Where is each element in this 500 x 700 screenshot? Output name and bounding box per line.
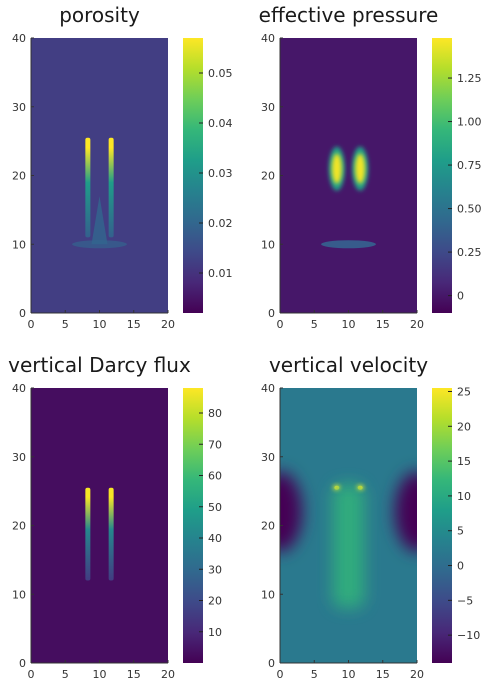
x-tick-label: 5 — [62, 668, 69, 681]
heatmap-feature-side-low — [395, 471, 417, 552]
heatmap-feature-vertical-streak — [85, 487, 91, 581]
panel-4: vertical velocity 0 5 10 15 20 0 10 20 30 40 −10 −5 0… — [261, 353, 480, 681]
y-tick-label: 30 — [12, 101, 26, 114]
heatmap-background — [31, 388, 168, 663]
y-tick-label: 20 — [261, 520, 275, 533]
y-tick-label: 30 — [12, 451, 26, 464]
heatmap-feature-blob — [331, 153, 342, 184]
chart-title: effective pressure — [259, 3, 439, 27]
y-tick-label: 0 — [268, 657, 275, 670]
heatmap-feature-vertical-streak — [108, 137, 114, 238]
heatmap-field — [31, 388, 168, 663]
y-tick-label: 40 — [261, 382, 275, 395]
x-tick-label: 20 — [410, 668, 424, 681]
colorbar-tick-label: −10 — [457, 629, 480, 642]
x-tick-label: 0 — [277, 668, 284, 681]
heatmap-background — [280, 38, 417, 313]
heatmap-field — [280, 38, 417, 313]
colorbar-tick-label: −5 — [457, 594, 473, 607]
x-tick-label: 10 — [93, 318, 107, 331]
colorbar-tick-label: 25 — [457, 385, 471, 398]
colorbar-tick-label: 0.25 — [457, 246, 482, 259]
colorbar-tick-label: 1.25 — [457, 72, 482, 85]
y-tick-label: 20 — [12, 170, 26, 183]
colorbar-tick-label: 20 — [457, 420, 471, 433]
y-tick-label: 0 — [19, 657, 26, 670]
x-tick-label: 5 — [311, 318, 318, 331]
colorbar-tick-label: 0.05 — [208, 67, 233, 80]
colorbar-tick-label: 20 — [208, 595, 222, 608]
y-tick-label: 40 — [12, 32, 26, 45]
heatmap-field — [31, 38, 168, 313]
y-tick-label: 30 — [261, 451, 275, 464]
heatmap-feature-blob — [355, 153, 366, 184]
colorbar-tick-label: 70 — [208, 438, 222, 451]
colorbar — [183, 388, 203, 663]
colorbar-tick-label: 0.04 — [208, 117, 233, 130]
x-tick-label: 15 — [127, 668, 141, 681]
colorbar-tick-label: 15 — [457, 455, 471, 468]
y-tick-label: 10 — [261, 238, 275, 251]
x-tick-label: 20 — [161, 318, 175, 331]
heatmap-feature-side-low — [280, 471, 302, 552]
colorbar-tick-label: 40 — [208, 532, 222, 545]
heatmap-feature-vertical-streak — [108, 487, 114, 581]
chart-title: vertical velocity — [269, 353, 428, 377]
x-tick-label: 10 — [342, 668, 356, 681]
chart-title: vertical Darcy flux — [8, 353, 191, 377]
x-tick-label: 0 — [28, 318, 35, 331]
x-tick-label: 20 — [161, 668, 175, 681]
colorbar-tick-label: 0.50 — [457, 203, 482, 216]
y-tick-label: 30 — [261, 101, 275, 114]
y-tick-label: 20 — [261, 170, 275, 183]
heatmap-feature-vertical-streak — [85, 137, 91, 238]
x-tick-label: 5 — [311, 668, 318, 681]
x-tick-label: 20 — [410, 318, 424, 331]
colorbar-tick-label: 0.75 — [457, 159, 482, 172]
colorbar-tick-label: 30 — [208, 563, 222, 576]
colorbar — [183, 38, 203, 313]
colorbar-tick-label: 0 — [457, 560, 464, 573]
x-tick-label: 10 — [93, 668, 107, 681]
colorbar-tick-label: 60 — [208, 470, 222, 483]
colorbar-tick-label: 10 — [208, 626, 222, 639]
y-tick-label: 20 — [12, 520, 26, 533]
panel-2: effective pressure 0 5 10 15 20 0 10 20 30 40 0 0.25… — [259, 3, 482, 331]
colorbar-tick-label: 5 — [457, 525, 464, 538]
y-tick-label: 40 — [12, 382, 26, 395]
y-tick-label: 10 — [12, 588, 26, 601]
x-tick-label: 15 — [127, 318, 141, 331]
colorbar — [432, 38, 452, 313]
x-tick-label: 0 — [277, 318, 284, 331]
heatmap-background — [31, 38, 168, 313]
y-tick-label: 10 — [12, 238, 26, 251]
x-tick-label: 5 — [62, 318, 69, 331]
y-tick-label: 0 — [19, 307, 26, 320]
y-tick-label: 40 — [261, 32, 275, 45]
y-tick-label: 10 — [261, 588, 275, 601]
colorbar-tick-label: 0.01 — [208, 267, 233, 280]
y-tick-label: 0 — [268, 307, 275, 320]
panel-1: porosity 0 5 10 15 20 0 10 20 30 40 0.01 0.02 0.03 0.0… — [12, 3, 233, 331]
x-tick-label: 10 — [342, 318, 356, 331]
colorbar — [432, 388, 452, 663]
x-tick-label: 15 — [376, 668, 390, 681]
colorbar-tick-label: 0.02 — [208, 217, 233, 230]
colorbar-tick-label: 80 — [208, 407, 222, 420]
heatmap-feature-horizontal-band — [321, 240, 376, 249]
heatmap-feature-central-cone — [91, 196, 108, 245]
x-tick-label: 15 — [376, 318, 390, 331]
colorbar-tick-label: 1.00 — [457, 116, 482, 129]
heatmap-feature-central-column — [332, 484, 365, 608]
chart-title: porosity — [59, 3, 140, 27]
colorbar-tick-label: 50 — [208, 501, 222, 514]
panel-3: vertical Darcy flux 0 5 10 15 20 0 10 20 30 40 10 20… — [8, 353, 222, 681]
colorbar-tick-label: 0 — [457, 290, 464, 303]
x-tick-label: 0 — [28, 668, 35, 681]
heatmap-field — [280, 388, 417, 663]
colorbar-tick-label: 10 — [457, 490, 471, 503]
colorbar-tick-label: 0.03 — [208, 167, 233, 180]
